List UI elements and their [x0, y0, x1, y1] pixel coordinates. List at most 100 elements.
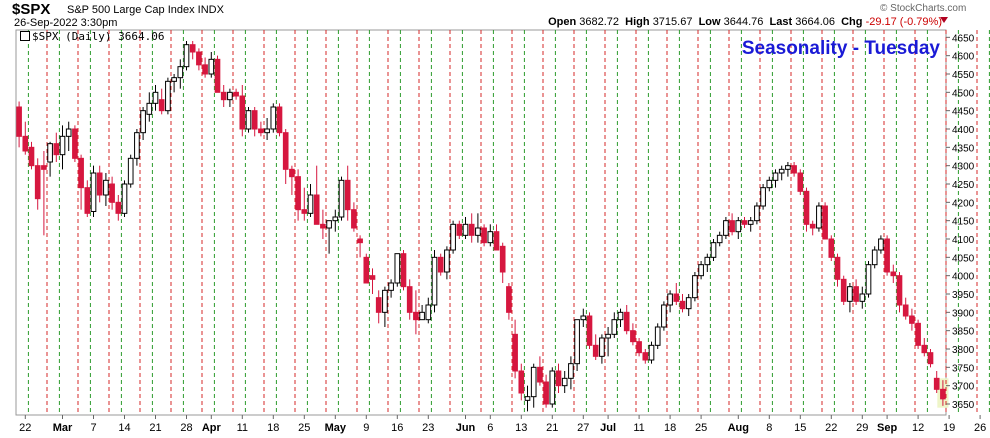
symbol-label[interactable]: $SPX [12, 1, 51, 18]
candle-body [847, 286, 853, 302]
candle [692, 272, 698, 302]
candle-body [177, 66, 184, 79]
candle [90, 165, 97, 217]
candle-body [611, 319, 618, 335]
x-tick-label: Jul [600, 422, 616, 434]
candle [78, 154, 84, 210]
y-tick-label: 4250 [952, 180, 975, 191]
y-tick-label: 4050 [952, 253, 975, 264]
candle [493, 224, 500, 251]
candle-body [16, 106, 22, 137]
candle-body [425, 304, 432, 321]
candle [165, 77, 171, 115]
x-tick-label: 13 [515, 422, 527, 434]
candle-body [276, 106, 283, 134]
candle-body [623, 311, 630, 332]
candle-body [642, 352, 649, 361]
y-axis: 3650 3700 3750 3800 3850 3900 3950 4000 4050 4100… [946, 33, 975, 411]
candle-body [549, 370, 556, 405]
candle-body [834, 256, 841, 280]
candle-body [121, 183, 128, 214]
candle-body [741, 220, 748, 225]
candle-body [530, 366, 537, 398]
candle-body [524, 396, 531, 401]
candle-body [475, 227, 481, 236]
candle [152, 85, 159, 111]
candle [797, 169, 804, 195]
candle [698, 261, 704, 280]
candle [543, 374, 549, 408]
candle-body [890, 271, 897, 277]
candle-body [220, 91, 227, 101]
candle-body [605, 333, 611, 339]
candle-body [803, 190, 810, 225]
candle [313, 165, 320, 225]
candle-body [754, 205, 760, 222]
low-value: 3644.76 [723, 16, 764, 28]
candle [803, 187, 810, 232]
candle [605, 327, 611, 357]
candle [741, 217, 748, 228]
dropdown-triangle-icon[interactable] [940, 17, 948, 23]
candle-body [940, 388, 946, 400]
candle-body [233, 91, 239, 97]
candle-body [735, 220, 742, 233]
candle [580, 308, 587, 327]
candle [940, 380, 946, 406]
candle [41, 151, 47, 236]
x-tick-label: 29 [856, 422, 868, 434]
candle [909, 308, 915, 331]
x-tick-label: Mar [53, 422, 73, 434]
candle-body [685, 297, 692, 310]
candle [295, 169, 301, 221]
candle-body [307, 194, 314, 214]
y-tick-label: 3850 [952, 327, 975, 338]
x-tick-label: 16 [391, 422, 403, 434]
candle [667, 290, 673, 313]
x-tick-label: 21 [546, 422, 558, 434]
x-tick-label: 28 [180, 422, 192, 434]
candle-body [791, 165, 797, 174]
candle [704, 253, 711, 272]
candle-body [766, 179, 773, 189]
candle-body [878, 238, 884, 251]
candle [630, 323, 636, 346]
x-tick-label: Sep [877, 422, 897, 434]
chg-label: Chg [841, 16, 863, 28]
candle-body [134, 132, 140, 159]
candle [103, 173, 109, 206]
candle [413, 290, 419, 335]
candle [642, 349, 649, 364]
x-tick-label: 15 [794, 422, 806, 434]
candle [853, 279, 859, 305]
candle-body [543, 381, 549, 405]
candle-body [592, 344, 599, 357]
candle-body [419, 311, 425, 321]
candle [685, 294, 692, 316]
candle [307, 184, 314, 217]
candle [437, 253, 444, 276]
candle [400, 250, 407, 291]
chart-date: 26-Sep-2022 3:30pm [14, 17, 118, 29]
candle [636, 338, 642, 357]
candle [16, 101, 22, 148]
candle [902, 297, 909, 320]
y-tick-label: 4650 [952, 33, 975, 44]
candle [301, 187, 308, 221]
ohlc-readout: Open 3682.72 High 3715.67 Low 3644.76 La… [548, 16, 942, 28]
candle-body [332, 216, 339, 222]
candle [127, 154, 134, 188]
chart-title: Seasonality - Tuesday [741, 38, 940, 59]
candle-body [809, 223, 816, 229]
candle [121, 180, 128, 217]
x-tick-label: 12 [912, 422, 924, 434]
y-tick-label: 4450 [952, 107, 975, 118]
y-tick-label: 3950 [952, 290, 975, 301]
x-tick-label: 7 [90, 422, 96, 434]
candle [96, 165, 103, 203]
candle-body [865, 264, 872, 295]
candle [276, 103, 283, 137]
candle [499, 242, 506, 283]
candle [716, 231, 723, 247]
candle-body [140, 110, 146, 134]
